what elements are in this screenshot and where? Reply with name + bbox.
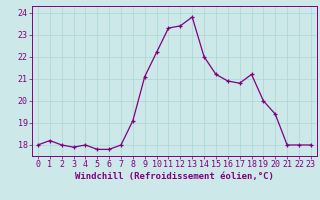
X-axis label: Windchill (Refroidissement éolien,°C): Windchill (Refroidissement éolien,°C) (75, 172, 274, 181)
